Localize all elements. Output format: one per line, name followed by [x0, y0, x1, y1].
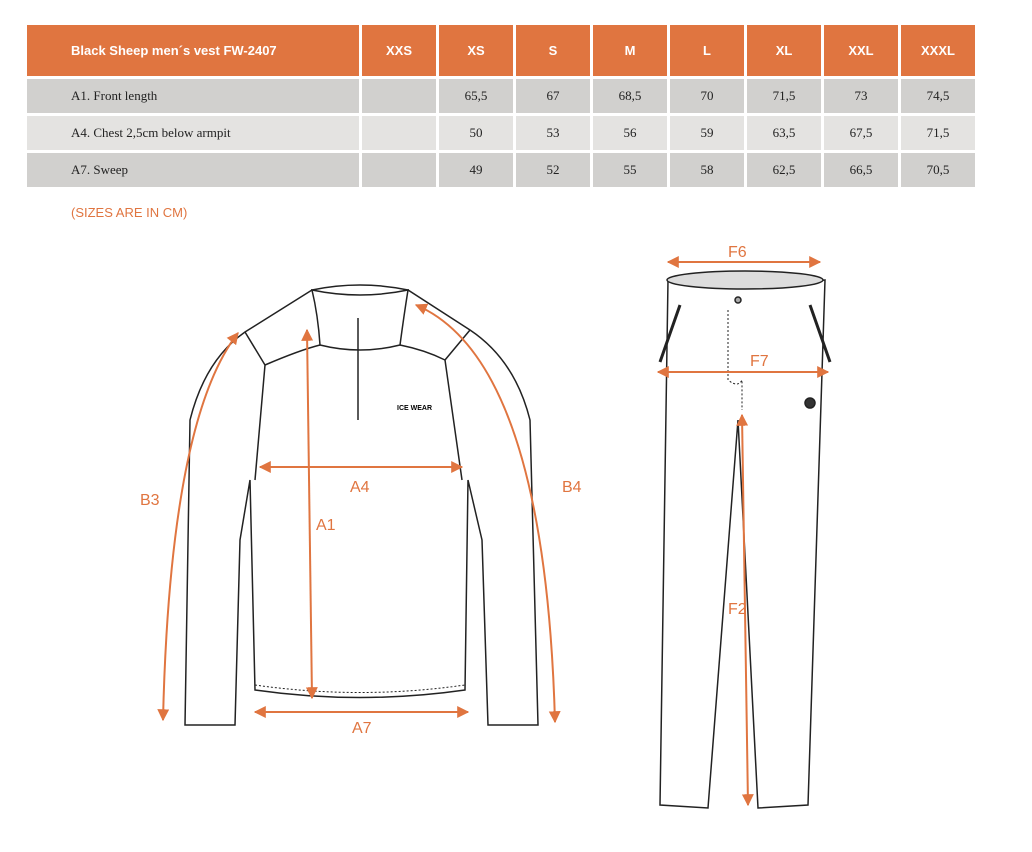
jacket-drawing — [184, 284, 539, 726]
arrow-b4 — [414, 303, 561, 724]
size-header: S — [516, 25, 590, 76]
measurement-row: A7. Sweep 49 52 55 58 62,5 66,5 70,5 — [27, 153, 975, 187]
measurement-value: 63,5 — [747, 116, 821, 150]
size-header: L — [670, 25, 744, 76]
logo-text: ICE WEAR — [397, 405, 432, 412]
size-header: XS — [439, 25, 513, 76]
size-header: XXXL — [901, 25, 975, 76]
measure-arrows — [157, 256, 830, 807]
pants-drawing — [658, 270, 832, 809]
arrow-f2 — [736, 413, 754, 807]
measurement-value: 66,5 — [824, 153, 898, 187]
measurement-row: A1. Front length 65,5 67 68,5 70 71,5 73 74,5 — [27, 79, 975, 113]
measurement-value: 67,5 — [824, 116, 898, 150]
measurement-value: 74,5 — [901, 79, 975, 113]
measurement-row: A4. Chest 2,5cm below armpit 50 53 56 59 63,5… — [27, 116, 975, 150]
measurement-value: 70,5 — [901, 153, 975, 187]
label-b4: B4 — [562, 479, 582, 496]
label-f6: F6 — [728, 244, 747, 261]
measurement-value: 68,5 — [593, 79, 667, 113]
measurement-value: 71,5 — [901, 116, 975, 150]
measurement-value: 49 — [439, 153, 513, 187]
size-header: XL — [747, 25, 821, 76]
measurement-value: 73 — [824, 79, 898, 113]
size-header: M — [593, 25, 667, 76]
measurement-value: 50 — [439, 116, 513, 150]
measurement-value — [362, 153, 436, 187]
measurement-label: A7. Sweep — [27, 153, 359, 187]
measurement-value — [362, 79, 436, 113]
measurement-value: 65,5 — [439, 79, 513, 113]
size-header: XXL — [824, 25, 898, 76]
product-title: Black Sheep men´s vest FW-2407 — [27, 25, 359, 76]
label-a1: A1 — [316, 517, 336, 534]
measurement-label: A1. Front length — [27, 79, 359, 113]
measurement-value: 67 — [516, 79, 590, 113]
arrow-a1 — [301, 328, 318, 700]
label-f7: F7 — [750, 353, 769, 370]
measurement-value: 56 — [593, 116, 667, 150]
label-a7: A7 — [352, 720, 372, 737]
size-header: XXS — [362, 25, 436, 76]
measurement-value: 62,5 — [747, 153, 821, 187]
measurement-label: A4. Chest 2,5cm below armpit — [27, 116, 359, 150]
measurement-value: 58 — [670, 153, 744, 187]
measurement-value: 59 — [670, 116, 744, 150]
measurement-value: 55 — [593, 153, 667, 187]
size-header-row: Black Sheep men´s vest FW-2407 XXS XS S … — [27, 25, 975, 76]
label-b3: B3 — [140, 492, 160, 509]
measurement-value: 70 — [670, 79, 744, 113]
units-note: (SIZES ARE IN CM) — [71, 205, 188, 220]
measurement-value: 52 — [516, 153, 590, 187]
measurement-value — [362, 116, 436, 150]
measurement-value: 71,5 — [747, 79, 821, 113]
arrow-b3 — [157, 332, 239, 722]
size-table: Black Sheep men´s vest FW-2407 XXS XS S … — [24, 22, 978, 190]
measurement-value: 53 — [516, 116, 590, 150]
label-f2: F2 — [728, 601, 747, 618]
label-a4: A4 — [350, 479, 370, 496]
